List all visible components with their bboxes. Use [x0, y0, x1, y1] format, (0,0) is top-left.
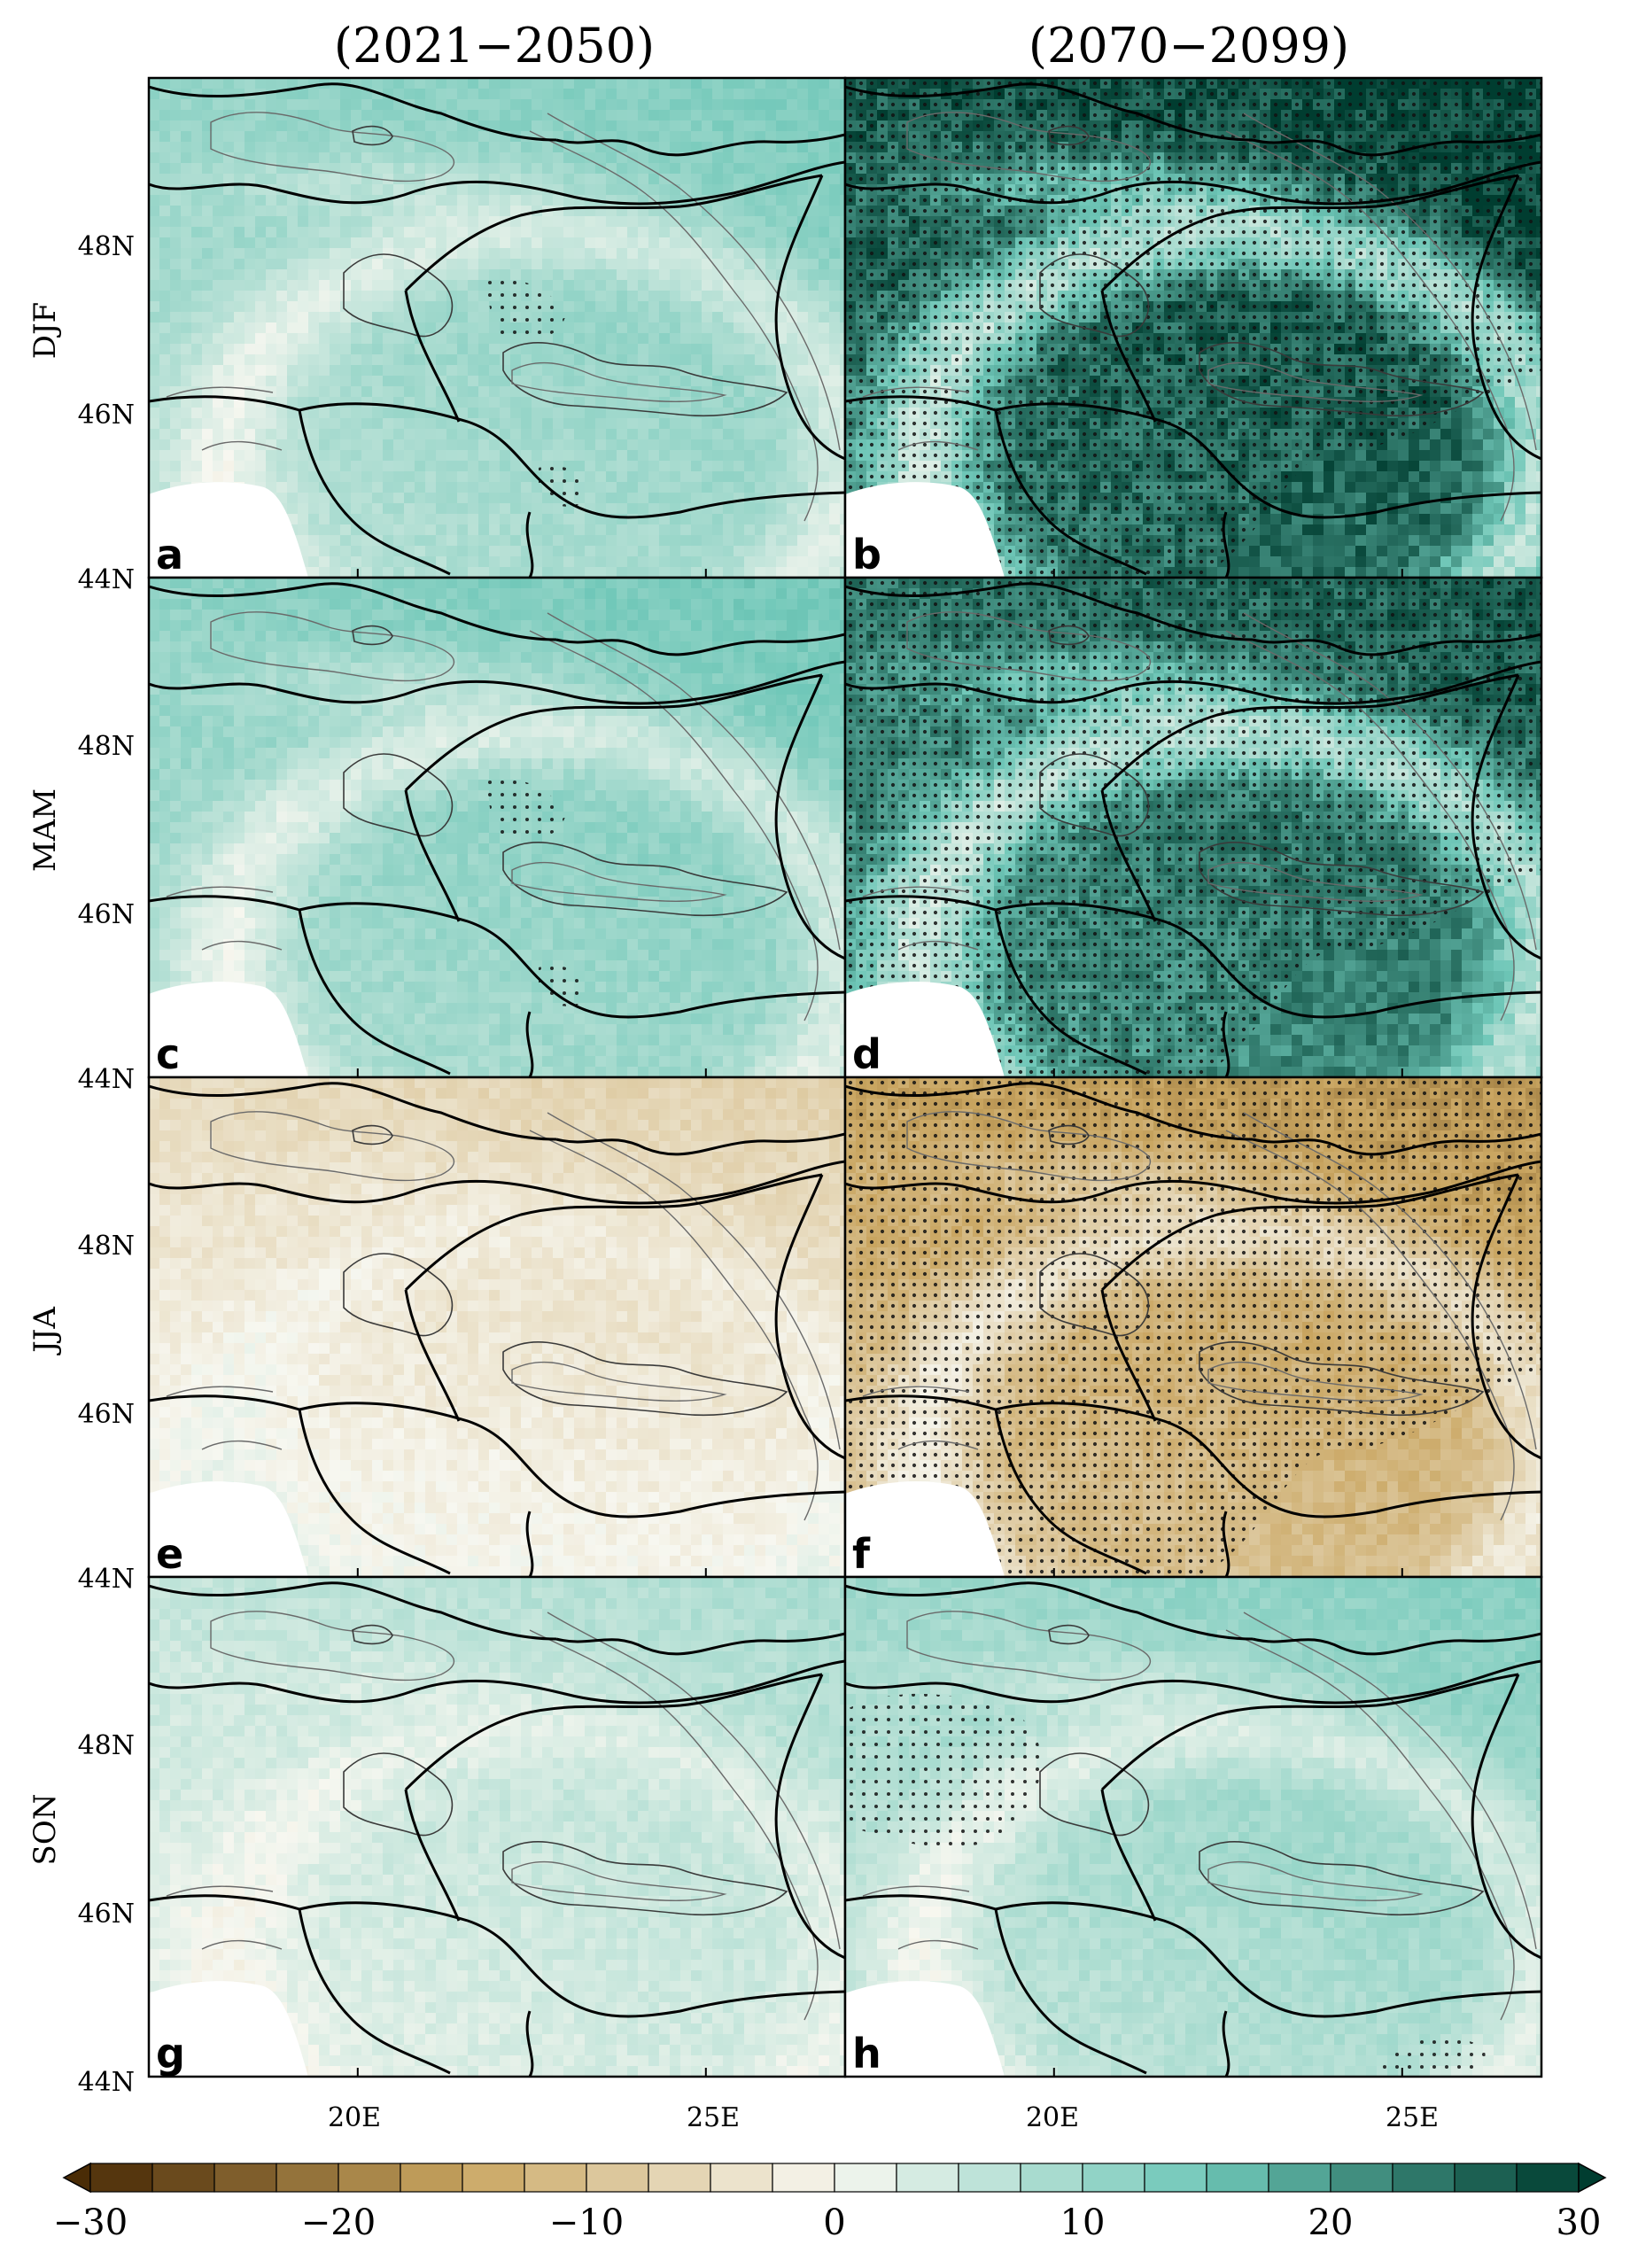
colorbar-tick-label: −20: [301, 2202, 376, 2243]
colorbar-tick-label: 30: [1556, 2202, 1602, 2243]
row-label-jja: JJA: [27, 1307, 63, 1355]
colorbar-segment: [1082, 2163, 1145, 2193]
lat-tick-48n: 48N: [78, 1231, 135, 1262]
colorbar-segment: [151, 2163, 215, 2193]
colorbar: −30 −20 −10 0 10 20 30: [53, 2162, 1607, 2243]
colorbar-tick-label: 20: [1308, 2202, 1354, 2243]
colorbar-segment: [1516, 2163, 1580, 2193]
colorbar-segment: [338, 2163, 401, 2193]
colorbar-tick-labels: −30 −20 −10 0 10 20 30: [53, 2202, 1602, 2243]
panel-letter-g: g: [156, 2030, 185, 2078]
lat-tick-44n: 44N: [78, 1564, 135, 1595]
map-panel-c: c: [147, 576, 847, 1079]
colorbar-tick-label: −10: [549, 2202, 624, 2243]
colorbar-segment: [462, 2163, 525, 2193]
panel-letter-b: b: [852, 531, 881, 579]
colorbar-max-triangle: [1578, 2162, 1607, 2194]
lon-tick-20e: 20E: [1026, 2102, 1079, 2133]
map-panel-d: d: [843, 576, 1543, 1079]
colorbar-segment: [586, 2163, 649, 2193]
panel-letter-f: f: [852, 1530, 871, 1578]
colorbar-segment: [89, 2163, 153, 2193]
panel-letter-a: a: [156, 531, 183, 579]
colorbar-tick-label: 0: [823, 2202, 845, 2243]
colorbar-segment: [1206, 2163, 1269, 2193]
colorbar-segment: [400, 2163, 463, 2193]
map-panels: a b c d e f g h: [147, 76, 1543, 2078]
colorbar-tick-label: 10: [1060, 2202, 1106, 2243]
colorbar-segment: [834, 2163, 897, 2193]
lat-tick-46n: 46N: [78, 899, 135, 930]
map-panel-f: f: [843, 1076, 1543, 1579]
lat-tick-44n: 44N: [78, 564, 135, 595]
lat-tick-48n: 48N: [78, 731, 135, 762]
colorbar-segments: [62, 2162, 1607, 2194]
colorbar-segment: [1392, 2163, 1456, 2193]
colorbar-segment: [1268, 2163, 1331, 2193]
colorbar-segment: [648, 2163, 711, 2193]
column-title-left: (2021−2050): [334, 18, 655, 74]
longitude-ticks: 20E 25E 20E 25E: [328, 2102, 1439, 2133]
lon-tick-20e: 20E: [328, 2102, 381, 2133]
lon-tick-25e: 25E: [687, 2102, 740, 2133]
colorbar-min-triangle: [62, 2162, 91, 2194]
colorbar-segment: [1144, 2163, 1207, 2193]
row-label-djf: DJF: [27, 302, 63, 359]
map-panel-a: a: [147, 76, 847, 579]
colorbar-segment: [896, 2163, 959, 2193]
lat-tick-46n: 46N: [78, 1399, 135, 1430]
colorbar-segment: [213, 2163, 277, 2193]
lat-tick-46n: 46N: [78, 1899, 135, 1930]
latitude-ticks: 48N 46N 44N 48N 46N 44N 48N 46N 44N 48N …: [78, 231, 135, 2098]
lat-tick-46n: 46N: [78, 400, 135, 431]
colorbar-segment: [1020, 2163, 1083, 2193]
lat-tick-48n: 48N: [78, 231, 135, 262]
colorbar-segment: [710, 2163, 773, 2193]
colorbar-segment: [276, 2163, 339, 2193]
panel-letter-e: e: [156, 1530, 183, 1578]
colorbar-segment: [958, 2163, 1021, 2193]
map-panel-g: g: [147, 1575, 847, 2078]
lat-tick-44n: 44N: [78, 2067, 135, 2098]
lat-tick-48n: 48N: [78, 1730, 135, 1761]
panel-letter-h: h: [852, 2030, 881, 2078]
map-panel-h: h: [843, 1575, 1543, 2078]
map-panel-e: e: [147, 1076, 847, 1579]
colorbar-segment: [1330, 2163, 1393, 2193]
colorbar-segment: [524, 2163, 587, 2193]
panel-letter-d: d: [852, 1030, 881, 1078]
map-panel-b: b: [843, 76, 1543, 579]
colorbar-segment: [1454, 2163, 1518, 2193]
row-label-mam: MAM: [27, 788, 63, 872]
row-label-son: SON: [27, 1794, 63, 1866]
lon-tick-25e: 25E: [1386, 2102, 1439, 2133]
column-title-right: (2070−2099): [1029, 18, 1349, 74]
colorbar-segment: [772, 2163, 835, 2193]
colorbar-tick-label: −30: [53, 2202, 128, 2243]
lat-tick-44n: 44N: [78, 1064, 135, 1095]
panel-letter-c: c: [156, 1030, 180, 1078]
